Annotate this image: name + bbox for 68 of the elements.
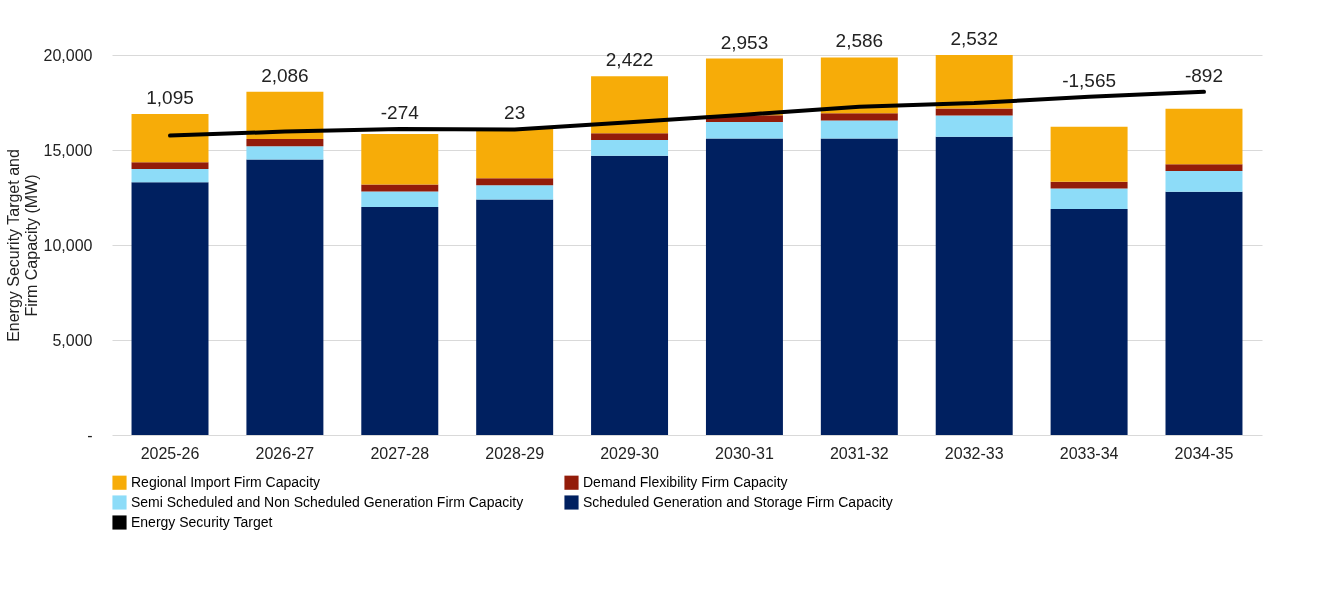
annotation: -1,565 [1062, 69, 1117, 91]
annotation: -274 [380, 101, 420, 123]
bar [246, 91, 324, 139]
x-tick-label: 2027-28 [370, 444, 430, 462]
y-tick-label: 5,000 [52, 331, 93, 349]
y-axis-title: Energy Security Target and Firm Capacity (MW) [4, 149, 40, 342]
annotation: 23 [504, 102, 526, 124]
bar [820, 120, 898, 139]
y-tick-label: 15,000 [43, 141, 93, 159]
x-tick-label: 2028-29 [485, 444, 545, 462]
y-tick-label: - [87, 426, 93, 444]
bar [246, 146, 324, 160]
y-tick-label: 10,000 [43, 236, 93, 254]
bar [131, 182, 209, 435]
annotation: 2,422 [605, 49, 654, 71]
annotation: 1,095 [146, 86, 194, 108]
bar [705, 121, 783, 139]
bar [1165, 191, 1243, 435]
bar [820, 138, 898, 435]
annotation: 2,586 [835, 30, 884, 52]
bar [476, 129, 554, 179]
legend-label: Energy Security Target [131, 513, 273, 530]
bar [820, 113, 898, 121]
legend-label: Semi Scheduled and Non Scheduled Generation Firm Capacity [131, 493, 524, 510]
legend-label: Scheduled Generation and Storage Firm Capacity [583, 493, 893, 510]
bar [246, 138, 324, 147]
bar [361, 191, 439, 207]
bar [1050, 181, 1128, 189]
bar [591, 155, 669, 435]
bar [1165, 108, 1243, 165]
bar [361, 134, 439, 185]
x-tick-label: 2025-26 [140, 444, 200, 462]
bar [131, 162, 209, 169]
bar [476, 185, 554, 200]
bar [705, 58, 783, 116]
bar [591, 76, 669, 134]
x-tick-label: 2034-35 [1174, 444, 1234, 462]
bar [131, 113, 209, 163]
x-tick-label: 2029-30 [600, 444, 660, 462]
bar [1050, 126, 1128, 182]
x-tick-label: 2031-32 [829, 444, 889, 462]
x-tick-label: 2032-33 [944, 444, 1004, 462]
legend-label: Demand Flexibility Firm Capacity [583, 473, 788, 490]
legend-label: Regional Import Firm Capacity [131, 473, 321, 490]
x-tick-label: 2026-27 [255, 444, 315, 462]
bar [246, 159, 324, 435]
bar [935, 115, 1013, 137]
y-tick-label: 20,000 [43, 46, 93, 64]
bar [1050, 208, 1128, 435]
x-tick-label: 2030-31 [715, 444, 774, 462]
annotation: 2,086 [261, 64, 309, 86]
annotation: 2,532 [950, 28, 998, 49]
bar [476, 178, 554, 186]
annotation: 2,953 [720, 31, 769, 53]
bar [131, 169, 209, 183]
bar [935, 55, 1013, 109]
bar [1050, 188, 1128, 209]
bar [591, 140, 669, 156]
bar [476, 199, 554, 435]
bar [705, 138, 783, 435]
bar [361, 207, 439, 435]
bar [591, 133, 669, 141]
x-tick-label: 2033-34 [1059, 444, 1119, 462]
bar [820, 57, 898, 114]
annotation: -892 [1184, 64, 1223, 86]
bar [935, 136, 1013, 435]
bar [1165, 164, 1243, 171]
bar [1165, 170, 1243, 192]
